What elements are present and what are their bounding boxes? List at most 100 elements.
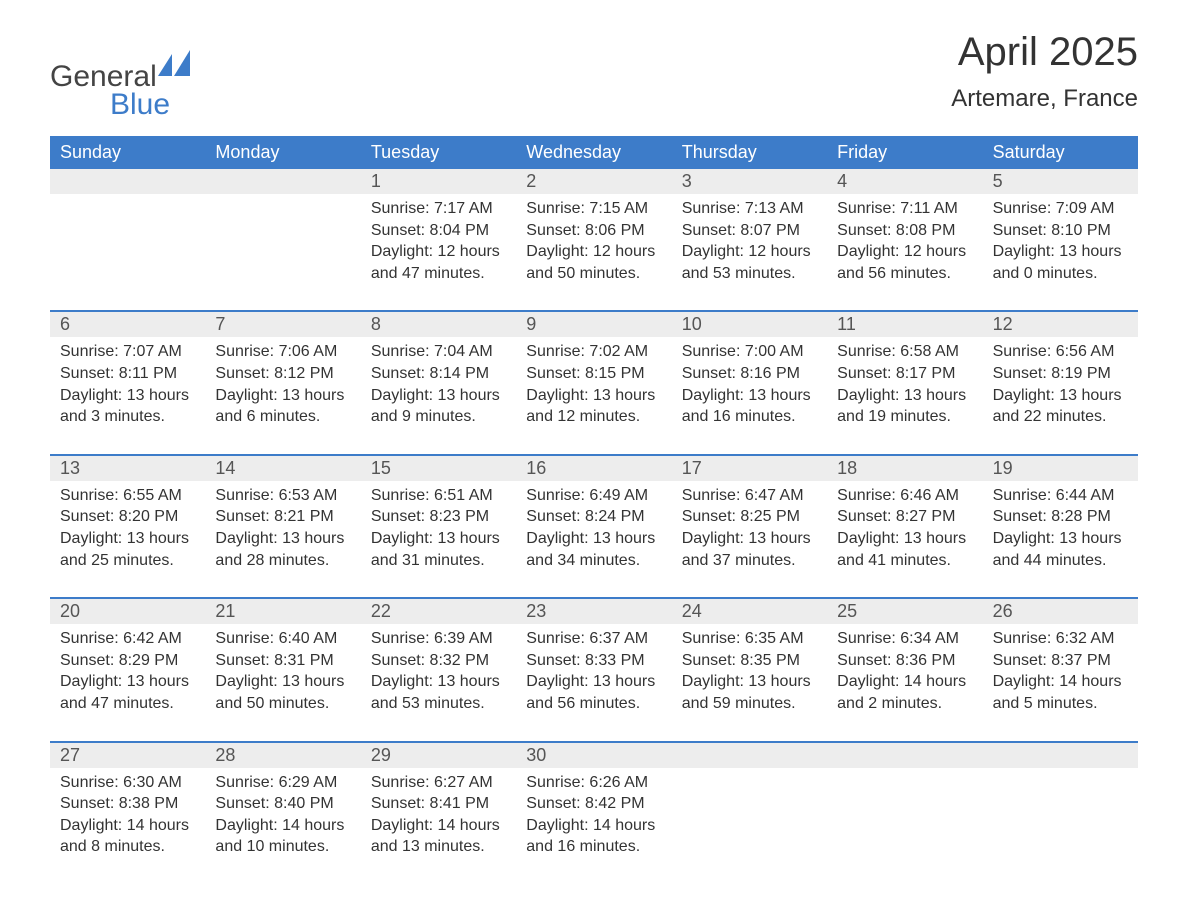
day-cell: Sunrise: 6:49 AMSunset: 8:24 PMDaylight:…: [516, 481, 671, 597]
sunset-line: Sunset: 8:28 PM: [993, 506, 1128, 528]
sunset-line: Sunset: 8:21 PM: [215, 506, 350, 528]
day-number: 12: [983, 312, 1138, 337]
daynum-row: 6789101112: [50, 312, 1138, 337]
sunrise-line: Sunrise: 7:13 AM: [682, 198, 817, 220]
day-cell: Sunrise: 7:09 AMSunset: 8:10 PMDaylight:…: [983, 194, 1138, 310]
day-cell: Sunrise: 6:29 AMSunset: 8:40 PMDaylight:…: [205, 768, 360, 884]
day-number: 19: [983, 456, 1138, 481]
day-number: 11: [827, 312, 982, 337]
daylight-line-2: and 25 minutes.: [60, 550, 195, 572]
daylight-line-1: Daylight: 12 hours: [682, 241, 817, 263]
daylight-line-2: and 10 minutes.: [215, 836, 350, 858]
daylight-line-1: Daylight: 14 hours: [526, 815, 661, 837]
daylight-line-2: and 0 minutes.: [993, 263, 1128, 285]
location: Artemare, France: [951, 85, 1138, 113]
daylight-line-2: and 8 minutes.: [60, 836, 195, 858]
daylight-line-1: Daylight: 12 hours: [371, 241, 506, 263]
sunrise-line: Sunrise: 6:30 AM: [60, 772, 195, 794]
header: General Blue April 2025 Artemare, France: [50, 30, 1138, 122]
week-row: 20212223242526Sunrise: 6:42 AMSunset: 8:…: [50, 597, 1138, 740]
sunset-line: Sunset: 8:14 PM: [371, 363, 506, 385]
day-number: [827, 743, 982, 768]
day-cell: Sunrise: 7:11 AMSunset: 8:08 PMDaylight:…: [827, 194, 982, 310]
day-number: 1: [361, 169, 516, 194]
daylight-line-1: Daylight: 13 hours: [837, 385, 972, 407]
sunrise-line: Sunrise: 6:49 AM: [526, 485, 661, 507]
daylight-line-2: and 41 minutes.: [837, 550, 972, 572]
daylight-line-2: and 37 minutes.: [682, 550, 817, 572]
sunrise-line: Sunrise: 6:26 AM: [526, 772, 661, 794]
daylight-line-1: Daylight: 13 hours: [526, 385, 661, 407]
daylight-line-1: Daylight: 13 hours: [60, 528, 195, 550]
day-cell: Sunrise: 7:15 AMSunset: 8:06 PMDaylight:…: [516, 194, 671, 310]
daylight-line-1: Daylight: 14 hours: [993, 671, 1128, 693]
day-cell: Sunrise: 6:35 AMSunset: 8:35 PMDaylight:…: [672, 624, 827, 740]
day-cell: Sunrise: 7:07 AMSunset: 8:11 PMDaylight:…: [50, 337, 205, 453]
day-cell: [827, 768, 982, 884]
day-cell: Sunrise: 7:13 AMSunset: 8:07 PMDaylight:…: [672, 194, 827, 310]
sunrise-line: Sunrise: 7:17 AM: [371, 198, 506, 220]
dayname-sat: Saturday: [983, 136, 1138, 169]
day-cell: Sunrise: 6:40 AMSunset: 8:31 PMDaylight:…: [205, 624, 360, 740]
daylight-line-2: and 59 minutes.: [682, 693, 817, 715]
day-number: 2: [516, 169, 671, 194]
daylight-line-1: Daylight: 13 hours: [215, 385, 350, 407]
day-number: 27: [50, 743, 205, 768]
sunrise-line: Sunrise: 6:47 AM: [682, 485, 817, 507]
daylight-line-1: Daylight: 13 hours: [371, 671, 506, 693]
daynum-row: 27282930: [50, 743, 1138, 768]
day-cell: Sunrise: 7:00 AMSunset: 8:16 PMDaylight:…: [672, 337, 827, 453]
day-cell: [205, 194, 360, 310]
sunset-line: Sunset: 8:33 PM: [526, 650, 661, 672]
weeks-container: 12345 Sunrise: 7:17 AMSunset: 8:04 PMDay…: [50, 169, 1138, 884]
day-number: 3: [672, 169, 827, 194]
day-number: 8: [361, 312, 516, 337]
sunset-line: Sunset: 8:40 PM: [215, 793, 350, 815]
daylight-line-2: and 56 minutes.: [837, 263, 972, 285]
sunset-line: Sunset: 8:32 PM: [371, 650, 506, 672]
dayname-thu: Thursday: [672, 136, 827, 169]
calendar: Sunday Monday Tuesday Wednesday Thursday…: [50, 136, 1138, 884]
daylight-line-2: and 6 minutes.: [215, 406, 350, 428]
sunset-line: Sunset: 8:16 PM: [682, 363, 817, 385]
day-cell: Sunrise: 6:51 AMSunset: 8:23 PMDaylight:…: [361, 481, 516, 597]
sunset-line: Sunset: 8:31 PM: [215, 650, 350, 672]
daylight-line-1: Daylight: 14 hours: [215, 815, 350, 837]
day-cell: Sunrise: 6:37 AMSunset: 8:33 PMDaylight:…: [516, 624, 671, 740]
day-number: [672, 743, 827, 768]
daylight-line-2: and 47 minutes.: [60, 693, 195, 715]
sunset-line: Sunset: 8:35 PM: [682, 650, 817, 672]
daylight-line-2: and 53 minutes.: [371, 693, 506, 715]
sunset-line: Sunset: 8:08 PM: [837, 220, 972, 242]
daylight-line-1: Daylight: 13 hours: [837, 528, 972, 550]
daylight-line-2: and 9 minutes.: [371, 406, 506, 428]
sunrise-line: Sunrise: 7:04 AM: [371, 341, 506, 363]
sunrise-line: Sunrise: 6:44 AM: [993, 485, 1128, 507]
sunset-line: Sunset: 8:41 PM: [371, 793, 506, 815]
day-number: 14: [205, 456, 360, 481]
daylight-line-1: Daylight: 14 hours: [837, 671, 972, 693]
sunrise-line: Sunrise: 6:40 AM: [215, 628, 350, 650]
sunset-line: Sunset: 8:17 PM: [837, 363, 972, 385]
daylight-line-2: and 3 minutes.: [60, 406, 195, 428]
month-title: April 2025: [951, 30, 1138, 75]
day-number: [50, 169, 205, 194]
daylight-line-1: Daylight: 13 hours: [993, 241, 1128, 263]
day-number: 26: [983, 599, 1138, 624]
sunrise-line: Sunrise: 6:56 AM: [993, 341, 1128, 363]
dayname-mon: Monday: [205, 136, 360, 169]
daylight-line-2: and 13 minutes.: [371, 836, 506, 858]
day-cell: [50, 194, 205, 310]
day-number: 9: [516, 312, 671, 337]
sunrise-line: Sunrise: 6:37 AM: [526, 628, 661, 650]
day-number: 10: [672, 312, 827, 337]
sunrise-line: Sunrise: 7:11 AM: [837, 198, 972, 220]
daynum-row: 20212223242526: [50, 599, 1138, 624]
brand-logo: General Blue: [50, 50, 190, 122]
sunrise-line: Sunrise: 6:32 AM: [993, 628, 1128, 650]
daylight-line-1: Daylight: 13 hours: [682, 385, 817, 407]
day-cell: Sunrise: 6:44 AMSunset: 8:28 PMDaylight:…: [983, 481, 1138, 597]
daylight-line-1: Daylight: 14 hours: [371, 815, 506, 837]
day-cell: Sunrise: 7:02 AMSunset: 8:15 PMDaylight:…: [516, 337, 671, 453]
sunset-line: Sunset: 8:37 PM: [993, 650, 1128, 672]
